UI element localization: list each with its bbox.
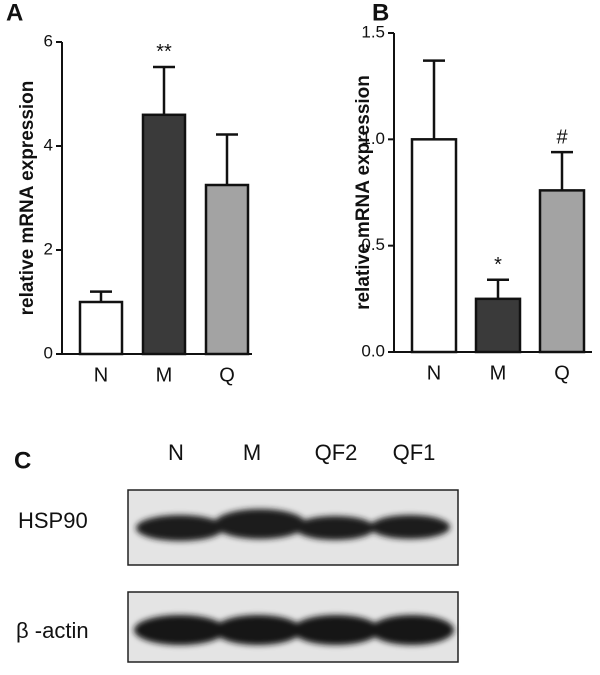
significance-mark: #	[556, 126, 568, 148]
y-axis-label: relative mRNA expression	[17, 81, 38, 316]
x-tick-label: Q	[554, 362, 570, 384]
x-tick-label: Q	[219, 364, 235, 386]
y-tick-label: 2	[44, 239, 53, 258]
x-tick-label: N	[94, 364, 108, 386]
significance-mark: **	[156, 41, 172, 63]
panel-label: C	[14, 447, 31, 474]
bar	[474, 297, 522, 354]
x-tick-label: N	[427, 362, 441, 384]
x-tick-label: M	[490, 362, 507, 384]
bar	[410, 138, 458, 354]
bar	[141, 113, 187, 356]
lane-label: M	[243, 440, 261, 465]
y-tick-label: 6	[44, 31, 53, 50]
panel-label: B	[372, 0, 389, 26]
bar	[78, 300, 124, 356]
blot-hsp90	[127, 489, 459, 566]
lane-label: QF1	[393, 440, 436, 465]
bar	[538, 189, 586, 354]
x-tick-label: M	[156, 364, 173, 386]
panel-label: A	[6, 0, 23, 26]
lane-label: N	[168, 440, 184, 465]
significance-mark: *	[494, 254, 502, 276]
row-label: HSP90	[18, 508, 88, 533]
lane-label: QF2	[315, 440, 358, 465]
y-tick-label: 0	[44, 343, 53, 362]
blot-actin	[127, 591, 459, 663]
y-tick-label: 4	[44, 135, 53, 154]
y-tick-label: 0.0	[361, 341, 385, 360]
y-axis-label: relative mRNA expression	[353, 75, 374, 310]
y-tick-label: 1.5	[361, 22, 385, 41]
y-tick-label: 1.0	[361, 129, 385, 148]
bar	[204, 183, 250, 356]
y-tick-label: 0.5	[361, 235, 385, 254]
row-label: β -actin	[16, 618, 89, 643]
